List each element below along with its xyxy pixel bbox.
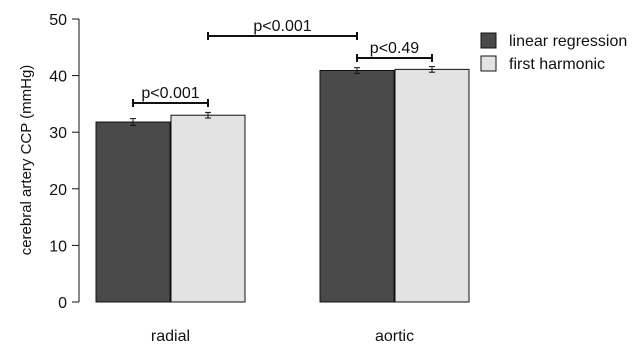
legend-label: first harmonic (509, 56, 605, 73)
bar (95, 121, 171, 303)
bar (170, 114, 246, 303)
legend-swatch (480, 55, 497, 72)
y-tick-label: 50 (49, 12, 67, 29)
y-tick-label: 30 (49, 125, 67, 142)
bar (319, 70, 395, 303)
y-tick-label: 20 (49, 182, 67, 199)
y-tick-label: 0 (58, 295, 67, 312)
legend-label: linear regression (509, 33, 627, 50)
significance-label: p<0.001 (253, 18, 311, 35)
significance-label: p<0.49 (370, 40, 419, 57)
x-category-label: aortic (375, 328, 414, 345)
y-tick-label: 10 (49, 238, 67, 255)
y-axis-title: cerebral artery CCP (mmHg) (18, 65, 35, 256)
bar (394, 68, 470, 303)
significance-label: p<0.001 (141, 85, 199, 102)
x-category-label: radial (151, 328, 190, 345)
legend-swatch (480, 32, 497, 49)
y-tick-label: 40 (49, 69, 67, 86)
